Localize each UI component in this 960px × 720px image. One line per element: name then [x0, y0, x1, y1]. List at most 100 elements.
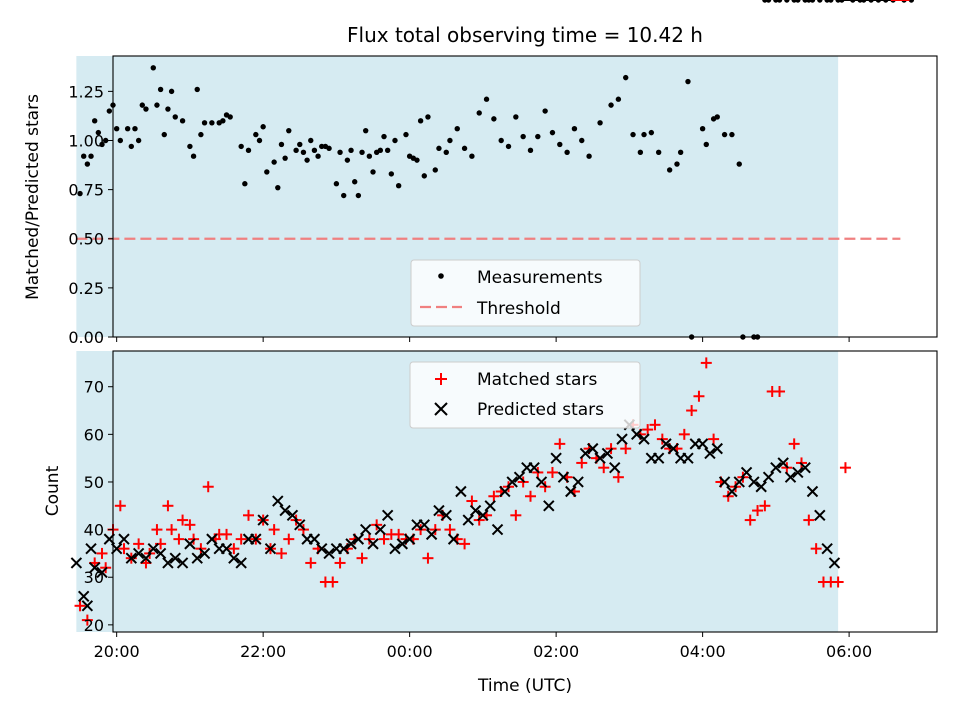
measurement-point — [256, 137, 263, 144]
predicted-star-point — [755, 481, 767, 493]
predicted-star-point — [792, 466, 804, 479]
y-tick-label: 0.00 — [68, 328, 104, 347]
measurement-point — [271, 159, 277, 165]
measurement-point — [253, 131, 259, 138]
measurement-point — [637, 149, 644, 155]
matched-star-point — [700, 357, 712, 369]
measurement-point — [135, 137, 142, 144]
y-tick-label: 1.25 — [68, 82, 104, 101]
matched-star-point — [177, 514, 189, 526]
y-tick-label: 0.50 — [68, 230, 104, 249]
predicted-star-point — [799, 461, 811, 474]
predicted-star-point — [294, 519, 306, 531]
legend-threshold-label: Threshold — [476, 299, 561, 319]
matched-star-point — [546, 466, 558, 478]
top-y-ticks: 0.00 0.25 0.50 0.75 1.00 1.25 — [68, 82, 113, 347]
predicted-star-point — [762, 471, 775, 483]
y-tick-label: 20 — [84, 616, 104, 635]
matched-star-point — [422, 552, 434, 564]
measurement-point — [355, 192, 362, 199]
measurement-point — [447, 137, 453, 144]
measurement-point — [297, 141, 303, 148]
measurement-point — [264, 169, 270, 175]
measurement-point — [461, 145, 468, 152]
measurement-point — [579, 137, 585, 144]
predicted-star-point — [70, 557, 83, 569]
measurement-point — [227, 114, 233, 120]
top-legend-box — [410, 259, 641, 327]
measurement-point — [403, 131, 409, 138]
predicted-star-point — [828, 557, 841, 569]
measurement-point — [505, 143, 512, 150]
predicted-star-point — [374, 523, 387, 536]
predicted-star-point — [455, 485, 467, 498]
predicted-star-point — [162, 557, 174, 569]
measurement-point — [128, 143, 135, 150]
predicted-star-point — [484, 500, 496, 512]
measurement-point — [95, 129, 102, 136]
y-tick-label: 30 — [84, 568, 104, 587]
measurement-point — [630, 131, 636, 138]
legend-predicted-label: Predicted stars — [477, 400, 604, 420]
measurement-point — [520, 133, 526, 140]
matched-star-point — [839, 462, 851, 474]
predicted-star-point — [718, 476, 731, 488]
measurement-point — [828, 0, 834, 3]
matched-star-point — [803, 514, 815, 526]
y-tick-label: 50 — [84, 473, 104, 492]
matched-star-point — [378, 533, 390, 545]
measurement-point — [187, 143, 193, 150]
measurement-point — [315, 153, 321, 159]
predicted-star-point — [345, 538, 357, 550]
measurement-point — [194, 86, 200, 93]
measurement-point — [597, 120, 603, 126]
predicted-star-point — [140, 552, 152, 564]
matched-star-point — [444, 524, 456, 536]
bottom-legend-box — [409, 361, 641, 429]
measurement-point — [77, 190, 83, 197]
measurement-point — [300, 149, 307, 155]
matched-star-point — [151, 524, 163, 536]
measurement-point — [443, 149, 449, 155]
measurement-point — [366, 153, 373, 159]
matched-star-point — [96, 547, 108, 559]
y-tick-label: 0.25 — [68, 279, 104, 298]
measurement-point — [454, 126, 460, 132]
matched-star-point — [774, 385, 786, 397]
predicted-star-point — [367, 538, 379, 550]
matched-star-point — [221, 528, 233, 540]
predicted-star-point — [250, 533, 262, 545]
y-tick-label: 1.00 — [68, 131, 104, 150]
legend-measurements-marker — [438, 273, 444, 279]
predicted-star-point — [587, 442, 599, 455]
predicted-star-point — [652, 452, 665, 464]
predicted-star-point — [616, 433, 628, 445]
matched-star-point — [133, 538, 145, 550]
matched-star-point — [744, 514, 756, 526]
measurement-point — [608, 102, 614, 108]
measurement-point — [348, 147, 354, 154]
predicted-star-point — [748, 476, 760, 488]
predicted-star-point — [77, 590, 90, 602]
predicted-star-point — [323, 547, 335, 560]
measurement-point — [674, 161, 680, 167]
predicted-star-point — [425, 528, 438, 541]
matched-star-point — [173, 533, 185, 545]
measurement-point — [132, 126, 138, 132]
legend-predicted-marker — [434, 402, 448, 416]
predicted-star-point — [220, 542, 233, 555]
measurement-point — [88, 153, 94, 159]
measurement-point — [102, 137, 109, 144]
matched-star-point — [228, 543, 240, 555]
matched-star-point — [334, 557, 346, 569]
bottom-panel: 20 30 40 50 60 70 20:00 22:00 00:00 02:00 04:00 06… — [43, 0, 938, 696]
predicted-star-point — [169, 552, 181, 564]
measurement-point — [491, 116, 497, 122]
matched-star-point — [118, 543, 130, 555]
predicted-star-point — [609, 461, 621, 474]
matched-star-point — [243, 509, 255, 521]
measurement-point — [436, 145, 442, 152]
measurement-point — [150, 65, 156, 71]
matched-star-point — [393, 528, 405, 540]
